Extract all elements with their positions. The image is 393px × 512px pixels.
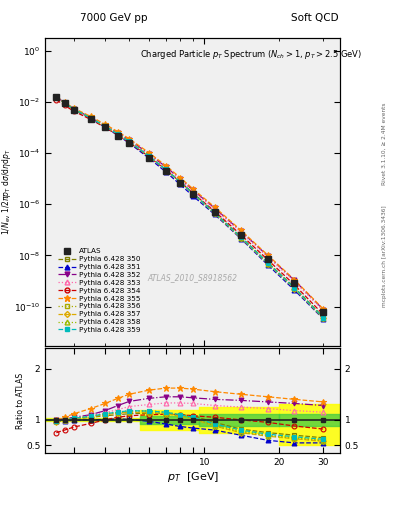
Text: mcplots.cern.ch [arXiv:1306.3436]: mcplots.cern.ch [arXiv:1306.3436]: [382, 205, 387, 307]
Text: Rivet 3.1.10, ≥ 2.4M events: Rivet 3.1.10, ≥ 2.4M events: [382, 102, 387, 185]
Legend: ATLAS, Pythia 6.428 350, Pythia 6.428 351, Pythia 6.428 352, Pythia 6.428 353, P: ATLAS, Pythia 6.428 350, Pythia 6.428 35…: [55, 245, 143, 336]
Y-axis label: $1/N_\mathrm{ev}\ 1/2\pi p_\mathrm{T}\ \mathrm{d}\sigma/\mathrm{d}\eta\mathrm{d}: $1/N_\mathrm{ev}\ 1/2\pi p_\mathrm{T}\ \…: [0, 148, 13, 236]
Y-axis label: Ratio to ATLAS: Ratio to ATLAS: [16, 373, 25, 429]
X-axis label: $p_T$  [GeV]: $p_T$ [GeV]: [167, 470, 219, 484]
Text: Charged Particle $p_T$ Spectrum ($N_{ch} > 1$, $p_T > 2.5$ GeV): Charged Particle $p_T$ Spectrum ($N_{ch}…: [140, 48, 362, 60]
Text: 7000 GeV pp: 7000 GeV pp: [80, 13, 148, 23]
Text: ATLAS_2010_S8918562: ATLAS_2010_S8918562: [147, 273, 238, 283]
Text: Soft QCD: Soft QCD: [290, 13, 338, 23]
